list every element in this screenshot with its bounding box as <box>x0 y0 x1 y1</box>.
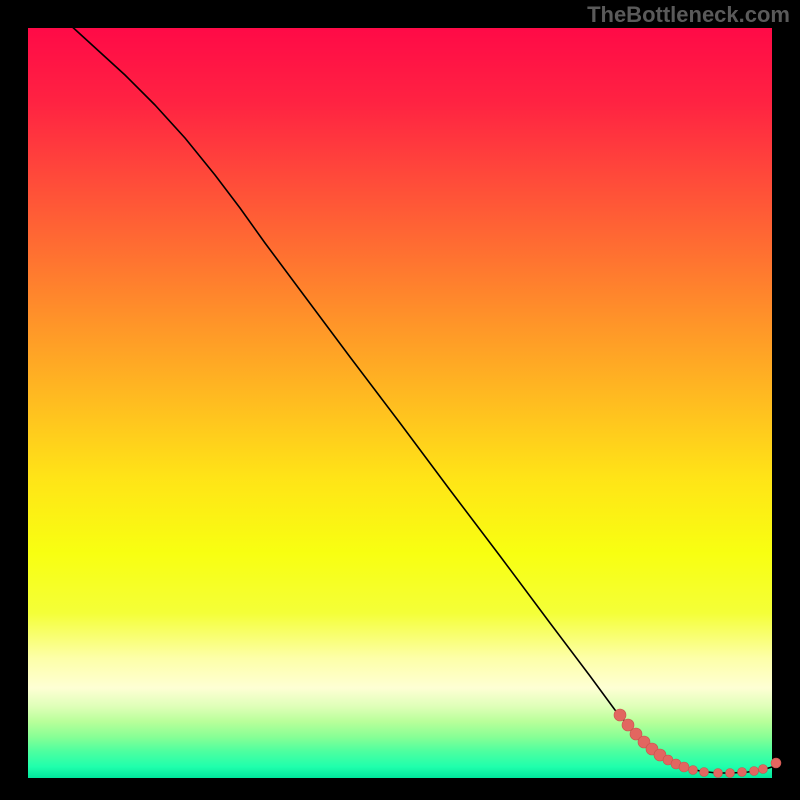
data-marker <box>750 767 759 776</box>
plot-background <box>28 28 772 778</box>
data-marker <box>759 765 768 774</box>
data-marker <box>614 709 626 721</box>
data-marker <box>714 769 723 778</box>
data-marker <box>771 758 781 768</box>
chart-svg <box>0 0 800 800</box>
watermark-text: TheBottleneck.com <box>587 2 790 28</box>
data-marker <box>689 766 698 775</box>
data-marker <box>679 762 689 772</box>
chart-container: TheBottleneck.com <box>0 0 800 800</box>
data-marker <box>738 768 747 777</box>
data-marker <box>700 768 709 777</box>
data-marker <box>726 769 735 778</box>
